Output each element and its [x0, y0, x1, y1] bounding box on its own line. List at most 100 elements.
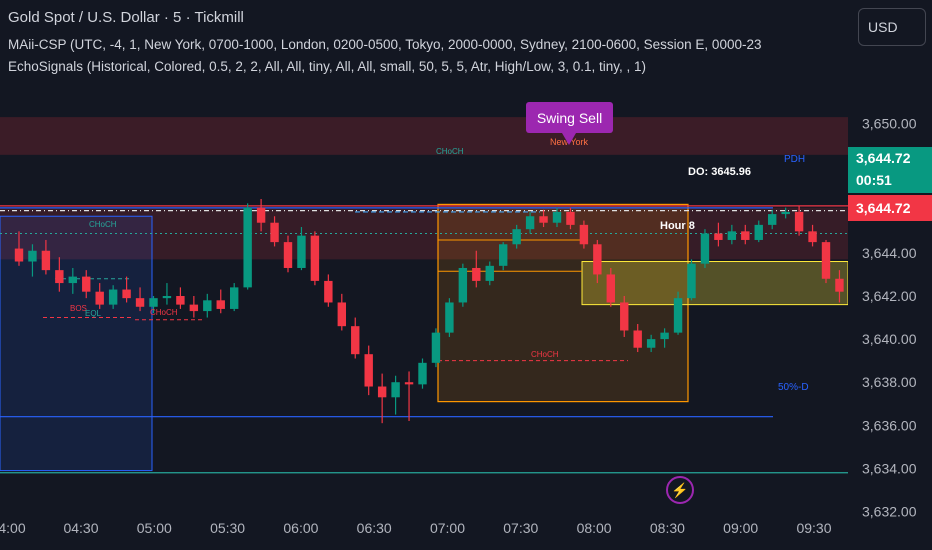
candle-body: [566, 211, 575, 225]
lightning-icon[interactable]: ⚡: [666, 476, 694, 504]
candle-body: [660, 332, 669, 340]
time-tick-label: 4:00: [0, 520, 26, 536]
price-axis-bg: [848, 0, 932, 550]
time-tick-label: 07:30: [503, 520, 538, 536]
bar-countdown: 00:51: [856, 172, 892, 188]
eql-label: EQL: [85, 309, 102, 318]
candle-body: [593, 244, 602, 275]
swing-sell-label: Swing Sell: [526, 102, 613, 133]
time-tick-label: 05:00: [137, 520, 172, 536]
candle-body: [135, 298, 145, 307]
candle-body: [579, 224, 589, 245]
indicator-legend-echosignals[interactable]: EchoSignals (Historical, Colored, 0.5, 2…: [8, 59, 647, 74]
candle-body: [55, 270, 64, 284]
candle-body: [324, 280, 333, 303]
candle-body: [431, 332, 441, 363]
swing-sell-arrow: [562, 133, 576, 145]
candle-body: [149, 298, 158, 307]
candle-body: [337, 302, 346, 327]
candle-body: [404, 382, 414, 385]
candle-body: [82, 276, 91, 292]
price-tick-label: 3,644.00: [862, 245, 917, 261]
time-tick-label: 06:30: [357, 520, 392, 536]
price-tick-label: 3,632.00: [862, 504, 917, 520]
symbol-title[interactable]: Gold Spot / U.S. Dollar · 5 · Tickmill: [8, 9, 244, 26]
candle-body: [216, 300, 225, 309]
candle-body: [351, 326, 360, 355]
candle-body: [714, 233, 723, 240]
candle-body: [95, 291, 104, 305]
candle-body: [203, 300, 212, 312]
hour-label: Hour 8: [660, 220, 695, 232]
candle-body: [835, 278, 844, 292]
last-price-tag: 3,644.72 00:51: [848, 147, 932, 193]
price-tick-label: 3,634.00: [862, 460, 917, 476]
time-tick-label: 08:30: [650, 520, 685, 536]
demand-zone: [581, 261, 849, 306]
choch-label-left: CHoCH: [89, 220, 117, 229]
new-york-session-box: [437, 203, 689, 403]
candle-body: [700, 233, 710, 264]
candle-body: [552, 211, 562, 223]
candle-body: [283, 242, 293, 268]
candle-body: [28, 250, 37, 262]
price-tick-label: 3,638.00: [862, 374, 917, 390]
candle-body: [781, 211, 790, 215]
candle-body: [673, 298, 683, 333]
candle-body: [539, 216, 548, 223]
time-tick-label: 09:00: [723, 520, 758, 536]
candle-body: [176, 296, 185, 305]
time-axis-bg: [0, 518, 848, 550]
candle-body: [512, 229, 521, 245]
candle-body: [162, 296, 172, 299]
candle-body: [472, 267, 481, 281]
candle-body: [754, 224, 763, 240]
bid-price-tag: 3,644.72: [848, 195, 932, 221]
candle-body: [646, 339, 656, 348]
d0-label: DO: 3645.96: [688, 166, 751, 178]
time-tick-label: 05:30: [210, 520, 245, 536]
candle-body: [727, 231, 737, 240]
time-axis[interactable]: 4:00 04:30 05:00 05:30 06:00 06:30 07:00 07:30 0…: [0, 518, 848, 550]
candle-body: [606, 274, 615, 303]
pdh-label: PDH: [784, 154, 805, 165]
candle-body: [297, 235, 306, 268]
fifty-d-label: 50%-D: [778, 382, 809, 393]
choch-label-right: CHoCH: [531, 350, 559, 359]
candle-body: [808, 231, 817, 243]
bos-label: BOS: [70, 304, 87, 313]
indicator-legend-maii[interactable]: MAii-CSP (UTC, -4, 1, New York, 0700-100…: [8, 37, 762, 52]
candle-body: [687, 263, 696, 299]
candle-body: [620, 302, 629, 331]
candle-body: [458, 267, 468, 303]
resistance-zone: [0, 117, 848, 155]
time-tick-label: 07:00: [430, 520, 465, 536]
candle-body: [525, 216, 535, 230]
candle-body: [377, 386, 387, 398]
candle-body: [108, 289, 118, 305]
choch-label-top: CHoCH: [436, 147, 464, 156]
candle-body: [741, 231, 750, 240]
candle-body: [256, 207, 266, 223]
time-tick-label: 06:00: [283, 520, 318, 536]
asia-session-box: [0, 215, 153, 472]
candle-body: [499, 244, 508, 266]
candle-body: [485, 265, 494, 281]
candle-body: [14, 248, 24, 262]
candle-body: [41, 250, 51, 271]
price-tick-label: 3,650.00: [862, 116, 917, 132]
time-tick-label: 08:00: [577, 520, 612, 536]
candle-body: [445, 302, 454, 333]
currency-button[interactable]: USD: [858, 8, 926, 46]
time-tick-label: 09:30: [796, 520, 831, 536]
candle-body: [189, 304, 199, 312]
candle-body: [633, 330, 642, 348]
price-axis[interactable]: 3,650.003,648.003,646.003,644.003,642.00…: [848, 0, 932, 550]
time-tick-label: 04:30: [63, 520, 98, 536]
candle-body: [310, 235, 320, 281]
price-tick-label: 3,642.00: [862, 288, 917, 304]
candle-body: [364, 354, 373, 387]
candle-body: [68, 276, 77, 284]
price-tick-label: 3,636.00: [862, 417, 917, 433]
